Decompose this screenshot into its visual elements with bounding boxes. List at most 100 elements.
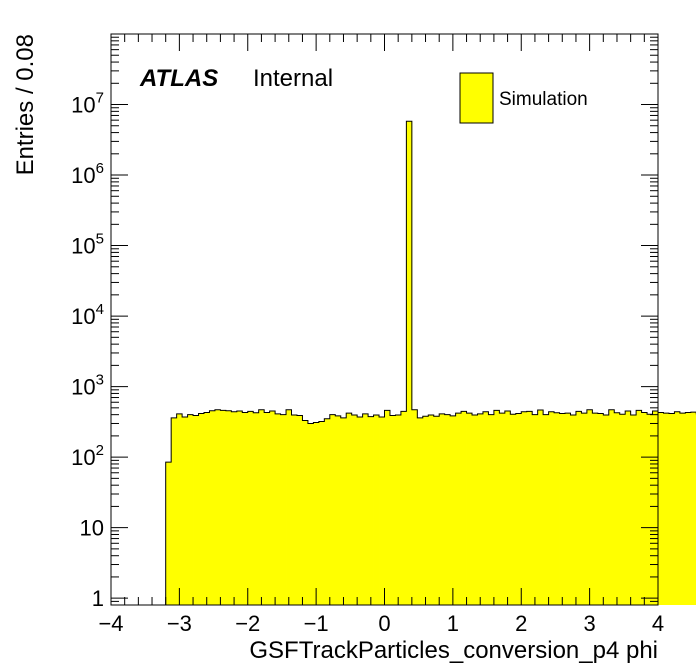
histogram-bar	[658, 412, 664, 605]
histogram-bar	[515, 413, 522, 605]
x-tick-label: 3	[584, 611, 596, 636]
histogram-bar	[373, 415, 380, 605]
histogram-bar	[472, 415, 478, 605]
y-tick-label: 104	[71, 301, 104, 329]
histogram-bar	[400, 411, 407, 605]
x-tick-label: −3	[167, 611, 192, 636]
y-tick-label: 10	[80, 516, 104, 541]
y-tick-base: 10	[71, 234, 95, 259]
histogram-bar	[493, 410, 500, 605]
histogram-bar	[554, 412, 560, 605]
histogram-bar	[203, 412, 210, 605]
histogram-bar	[532, 414, 539, 605]
histogram-bar	[313, 422, 320, 605]
histogram-bar	[444, 414, 451, 605]
histogram-bar	[422, 416, 429, 605]
internal-label: Internal	[253, 65, 333, 92]
y-tick-base: 10	[71, 93, 95, 118]
y-tick-exponent: 6	[96, 160, 104, 177]
histogram-outline	[165, 120, 696, 605]
histogram-bar	[269, 411, 276, 605]
histogram-bar	[329, 414, 336, 605]
histogram-bar	[176, 413, 183, 605]
histogram-bar	[663, 413, 670, 605]
histogram-bar	[209, 410, 216, 605]
histogram-bar	[242, 412, 249, 605]
histogram-bar	[433, 416, 440, 605]
histogram-bar	[225, 410, 232, 605]
y-tick-exponent: 3	[96, 372, 104, 389]
y-tick-label: 103	[71, 372, 104, 400]
histogram-bar	[461, 411, 467, 605]
histogram-bar	[389, 415, 396, 605]
y-tick-label: 1	[92, 586, 104, 611]
histogram-bar	[537, 410, 544, 605]
histogram-bar	[674, 411, 681, 605]
histogram-bar	[559, 413, 566, 605]
histogram-bar	[450, 415, 457, 605]
histogram-bar	[630, 415, 637, 605]
histogram-bar	[482, 411, 489, 605]
histogram-bar	[324, 418, 331, 605]
histogram-bar	[307, 423, 314, 605]
histogram-bar	[499, 413, 506, 605]
histogram-bar	[171, 417, 178, 605]
histogram-bar	[187, 414, 194, 605]
histogram-bar	[428, 415, 435, 605]
histogram-bar	[504, 411, 511, 605]
y-tick-label: 102	[71, 442, 104, 470]
histogram-bar	[570, 415, 577, 605]
histogram-bar	[488, 414, 495, 605]
y-tick-exponent: 5	[96, 231, 104, 248]
histogram-bar	[357, 417, 364, 605]
x-tick-label: 1	[447, 611, 459, 636]
histogram-bar	[466, 413, 473, 605]
histogram-bar	[521, 411, 528, 605]
legend-label: Simulation	[499, 89, 588, 110]
y-tick-base: 1	[92, 586, 104, 611]
histogram-bar	[340, 417, 347, 605]
histogram-bar	[526, 411, 533, 605]
histogram-bar	[335, 415, 342, 605]
histogram-bar	[362, 413, 369, 605]
histogram-bar	[220, 410, 227, 605]
x-tick-label: 2	[515, 611, 527, 636]
histogram-bar	[296, 415, 303, 605]
y-tick-exponent: 2	[96, 442, 104, 459]
y-tick-base: 10	[71, 445, 95, 470]
histogram-bar	[565, 413, 571, 605]
histogram-bar	[477, 413, 484, 605]
y-tick-label: 106	[71, 160, 104, 188]
histogram-bar	[236, 411, 243, 605]
histogram-bar	[368, 416, 374, 605]
histogram-bar	[543, 414, 549, 605]
histogram-bar	[231, 411, 238, 605]
histogram-bar	[214, 409, 221, 605]
histogram-bar	[182, 417, 188, 605]
x-tick-label: −1	[304, 611, 329, 636]
histogram-bar	[411, 409, 418, 605]
x-tick-label: −4	[98, 611, 123, 636]
histogram-bar	[417, 417, 424, 605]
histogram-bar	[597, 413, 604, 605]
histogram-bar	[406, 121, 413, 605]
histogram-bar	[302, 420, 309, 605]
histogram-bar	[247, 411, 254, 605]
histogram-bar	[455, 413, 462, 605]
histogram-bar	[510, 414, 517, 605]
histogram-bar	[548, 411, 555, 605]
histogram-bar	[258, 409, 265, 605]
y-tick-base: 10	[80, 516, 104, 541]
histogram-bar	[198, 413, 205, 605]
histogram-bar	[652, 411, 659, 605]
histogram-bar	[636, 410, 642, 605]
x-tick-label: −2	[235, 611, 260, 636]
histogram-bar	[647, 414, 653, 605]
y-tick-label: 105	[71, 231, 104, 259]
atlas-label: ATLAS	[139, 65, 218, 92]
histogram-bar	[641, 412, 648, 605]
histogram-bar	[586, 409, 593, 605]
histogram-bar	[608, 409, 615, 605]
